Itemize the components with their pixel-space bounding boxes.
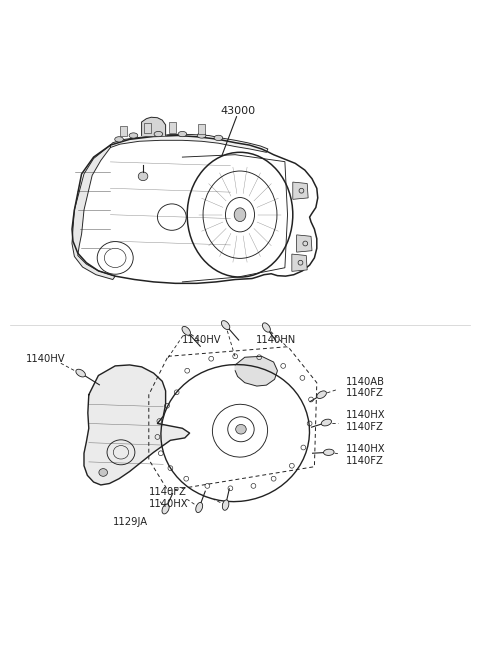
Polygon shape (293, 182, 308, 199)
Ellipse shape (236, 424, 246, 434)
Ellipse shape (234, 208, 246, 221)
Ellipse shape (76, 369, 85, 377)
Text: 1140HN: 1140HN (256, 335, 296, 345)
Ellipse shape (221, 321, 230, 329)
Ellipse shape (222, 500, 229, 510)
Text: 1140HX
1140FZ: 1140HX 1140FZ (346, 410, 385, 432)
Text: 1140HV: 1140HV (182, 335, 221, 345)
Polygon shape (84, 365, 190, 485)
Ellipse shape (197, 133, 206, 138)
Polygon shape (120, 126, 127, 136)
Ellipse shape (129, 133, 138, 138)
Text: 1140FZ
1140HX: 1140FZ 1140HX (149, 487, 189, 509)
Polygon shape (110, 134, 268, 153)
Text: 1140AB
1140FZ: 1140AB 1140FZ (346, 377, 384, 398)
Ellipse shape (317, 391, 326, 398)
Ellipse shape (115, 137, 123, 142)
Ellipse shape (321, 419, 332, 426)
Polygon shape (235, 356, 277, 386)
Polygon shape (297, 235, 312, 252)
Ellipse shape (162, 504, 169, 514)
Polygon shape (72, 145, 115, 280)
Ellipse shape (214, 136, 223, 141)
Ellipse shape (182, 326, 191, 335)
Ellipse shape (263, 323, 270, 332)
Ellipse shape (178, 132, 187, 137)
Ellipse shape (154, 132, 163, 137)
Polygon shape (169, 122, 176, 132)
Polygon shape (292, 254, 307, 271)
Text: 43000: 43000 (220, 105, 255, 115)
Polygon shape (144, 122, 151, 133)
Text: 1140HV: 1140HV (26, 354, 65, 364)
Ellipse shape (324, 449, 334, 455)
Text: 1140HX
1140FZ: 1140HX 1140FZ (346, 444, 385, 466)
Text: 1129JA: 1129JA (113, 517, 148, 527)
Polygon shape (142, 117, 166, 136)
Ellipse shape (138, 172, 148, 181)
Ellipse shape (196, 502, 203, 513)
Ellipse shape (99, 468, 108, 476)
Polygon shape (198, 124, 205, 134)
